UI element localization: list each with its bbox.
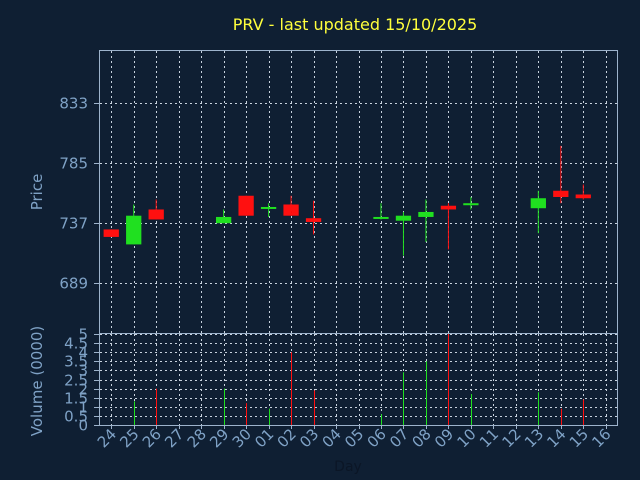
candle-body (126, 215, 142, 245)
candle-body (215, 216, 232, 224)
candle-body (238, 195, 254, 216)
candle-body (373, 216, 389, 219)
volume-tick-label: 5 (78, 326, 88, 344)
volume-tick-label: 0 (78, 417, 88, 435)
candle (305, 200, 322, 235)
candle-body (395, 215, 412, 221)
price-tick-label: 737 (59, 215, 88, 233)
candle (463, 196, 479, 210)
candle-body (283, 204, 299, 216)
candle (530, 190, 546, 234)
candle (260, 203, 277, 217)
x-axis-label: Day (334, 459, 362, 475)
volume-tick-label: 4 (78, 344, 88, 362)
price-tick-label: 833 (59, 95, 88, 113)
candle (283, 195, 299, 216)
candle (126, 204, 142, 245)
candle-body (553, 190, 569, 197)
volume-plot-frame (99, 333, 618, 426)
volume-tick-label: 3.5 (64, 353, 88, 371)
volume-tick-label: 1 (78, 399, 88, 417)
candle-body (418, 211, 434, 217)
candle-body (305, 218, 322, 222)
price-tick-label: 689 (59, 275, 88, 293)
candle (575, 184, 591, 200)
candle (553, 145, 569, 204)
candle (103, 229, 119, 237)
candle-body (103, 229, 119, 237)
candle-body (148, 209, 164, 220)
price-axis-label: Price (28, 174, 46, 211)
volume-tick-label: 3 (78, 362, 88, 380)
volume-tick-label: 2 (78, 381, 88, 399)
candle-body (463, 203, 479, 206)
volume-panel: 00.511.522.533.544.55 Volume (0000) (28, 326, 618, 436)
candle (440, 203, 457, 250)
candle-body (260, 206, 277, 209)
candle (373, 203, 389, 220)
volume-tick-label: 1.5 (64, 390, 88, 408)
chart-title: PRV - last updated 15/10/2025 (233, 15, 478, 34)
candle (148, 199, 164, 220)
candle (215, 209, 232, 224)
x-axis: 2425262728293001020304050607080910111213… (94, 425, 615, 451)
candle (395, 211, 412, 256)
candle (238, 195, 254, 216)
price-panel: 689 737 785 833 Price (28, 50, 618, 334)
volume-tick-label: 4.5 (64, 335, 88, 353)
price-tick-label: 785 (59, 155, 88, 173)
volume-axis-label: Volume (0000) (28, 326, 46, 436)
candle-body (575, 194, 591, 199)
volume-tick-label: 2.5 (64, 372, 88, 390)
volume-tick-label: 0.5 (64, 408, 88, 426)
candle-body (530, 198, 546, 209)
candle-body (440, 205, 457, 210)
candle (418, 199, 434, 242)
